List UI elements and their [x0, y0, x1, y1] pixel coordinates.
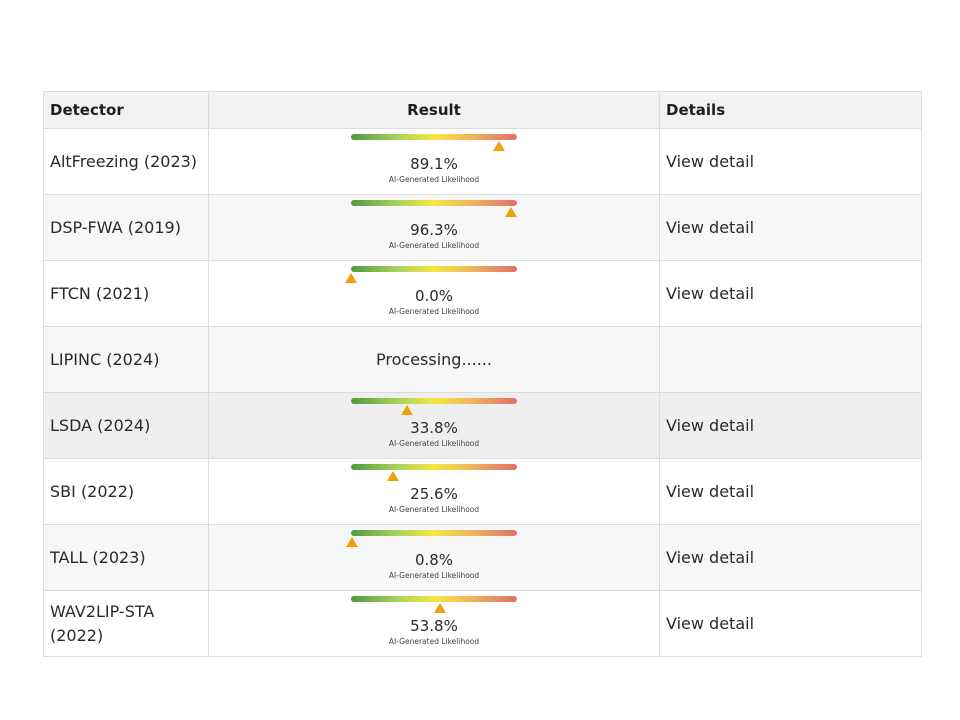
- detector-name: LSDA (2024): [50, 415, 151, 435]
- likelihood-marker-icon: [504, 206, 517, 217]
- detector-name-cell: LSDA (2024): [43, 392, 209, 459]
- likelihood-percent: 53.8%: [410, 616, 458, 635]
- likelihood-caption: AI-Generated Likelihood: [388, 438, 480, 448]
- likelihood-meter: 33.8% AI-Generated Likelihood: [351, 395, 517, 457]
- likelihood-marker-icon: [434, 602, 447, 613]
- likelihood-gradient-bar: [351, 595, 517, 602]
- result-cell: 53.8% AI-Generated Likelihood: [208, 590, 660, 657]
- likelihood-gradient-bar: [351, 397, 517, 404]
- view-detail-link[interactable]: View detail: [659, 260, 922, 327]
- likelihood-gradient-bar: [351, 529, 517, 536]
- result-cell: 25.6% AI-Generated Likelihood: [208, 458, 660, 525]
- details-cell-empty: [659, 326, 922, 393]
- detector-name-cell: LIPINC (2024): [43, 326, 209, 393]
- likelihood-meter: 96.3% AI-Generated Likelihood: [351, 197, 517, 259]
- result-cell: Processing......: [208, 326, 660, 393]
- result-cell: 96.3% AI-Generated Likelihood: [208, 194, 660, 261]
- details-column-header: Details: [659, 91, 922, 129]
- detector-name-cell: SBI (2022): [43, 458, 209, 525]
- table-row: TALL (2023) 0.8% AI-Generated Likelihood…: [43, 524, 922, 591]
- detector-name-line1: WAV2LIP-STA: [50, 601, 155, 621]
- likelihood-caption: AI-Generated Likelihood: [388, 570, 480, 580]
- likelihood-caption: AI-Generated Likelihood: [388, 174, 480, 184]
- likelihood-percent: 0.0%: [414, 286, 454, 305]
- likelihood-gradient-bar: [351, 133, 517, 140]
- likelihood-gradient-bar: [351, 265, 517, 272]
- table-row: LIPINC (2024) Processing......: [43, 326, 922, 393]
- result-cell: 89.1% AI-Generated Likelihood: [208, 128, 660, 195]
- detector-name-line2: (2022): [50, 625, 104, 645]
- result-cell: 0.8% AI-Generated Likelihood: [208, 524, 660, 591]
- likelihood-caption: AI-Generated Likelihood: [388, 636, 480, 646]
- detector-name-cell: TALL (2023): [43, 524, 209, 591]
- likelihood-percent: 89.1%: [410, 154, 458, 173]
- likelihood-percent: 25.6%: [410, 484, 458, 503]
- view-detail-link[interactable]: View detail: [659, 128, 922, 195]
- likelihood-caption: AI-Generated Likelihood: [388, 504, 480, 514]
- likelihood-marker-icon: [387, 470, 400, 481]
- view-detail-link[interactable]: View detail: [659, 392, 922, 459]
- detector-name: DSP-FWA (2019): [50, 217, 181, 237]
- detector-name: SBI (2022): [50, 481, 135, 501]
- results-table-container: Detector Result Details AltFreezing (202…: [43, 91, 922, 657]
- likelihood-caption: AI-Generated Likelihood: [388, 240, 480, 250]
- view-detail-link[interactable]: View detail: [659, 194, 922, 261]
- detector-name: LIPINC (2024): [50, 349, 160, 369]
- likelihood-meter: 25.6% AI-Generated Likelihood: [351, 461, 517, 523]
- result-cell: 0.0% AI-Generated Likelihood: [208, 260, 660, 327]
- detector-column-header: Detector: [43, 91, 209, 129]
- likelihood-meter: 0.8% AI-Generated Likelihood: [346, 527, 517, 589]
- likelihood-gradient-bar: [351, 463, 517, 470]
- likelihood-meter: 89.1% AI-Generated Likelihood: [351, 131, 517, 193]
- detector-name: AltFreezing (2023): [50, 151, 198, 171]
- table-header: Detector Result Details: [43, 91, 922, 129]
- detector-name-cell: AltFreezing (2023): [43, 128, 209, 195]
- table-row: LSDA (2024) 33.8% AI-Generated Likelihoo…: [43, 392, 922, 459]
- likelihood-percent: 0.8%: [414, 550, 454, 569]
- likelihood-gradient-bar: [351, 199, 517, 206]
- detector-name-cell: DSP-FWA (2019): [43, 194, 209, 261]
- table-row: DSP-FWA (2019) 96.3% AI-Generated Likeli…: [43, 194, 922, 261]
- table-row: SBI (2022) 25.6% AI-Generated Likelihood…: [43, 458, 922, 525]
- detector-name-cell: FTCN (2021): [43, 260, 209, 327]
- likelihood-marker-icon: [345, 272, 357, 283]
- table-row: WAV2LIP-STA (2022) 53.8% AI-Generated Li…: [43, 590, 922, 657]
- detector-name-cell: WAV2LIP-STA (2022): [43, 590, 209, 657]
- detector-name: FTCN (2021): [50, 283, 150, 303]
- table-row: AltFreezing (2023) 89.1% AI-Generated Li…: [43, 128, 922, 195]
- detector-name: TALL (2023): [50, 547, 146, 567]
- processing-status: Processing......: [376, 350, 492, 369]
- likelihood-percent: 96.3%: [410, 220, 458, 239]
- likelihood-meter: 0.0% AI-Generated Likelihood: [345, 263, 517, 325]
- view-detail-link[interactable]: View detail: [659, 524, 922, 591]
- likelihood-meter: 53.8% AI-Generated Likelihood: [351, 593, 517, 655]
- likelihood-marker-icon: [492, 140, 505, 151]
- likelihood-percent: 33.8%: [410, 418, 458, 437]
- result-cell: 33.8% AI-Generated Likelihood: [208, 392, 660, 459]
- result-column-header: Result: [208, 91, 660, 129]
- detector-results-table: Detector Result Details AltFreezing (202…: [43, 91, 922, 657]
- view-detail-link[interactable]: View detail: [659, 458, 922, 525]
- likelihood-marker-icon: [346, 536, 359, 547]
- table-row: FTCN (2021) 0.0% AI-Generated Likelihood…: [43, 260, 922, 327]
- likelihood-caption: AI-Generated Likelihood: [388, 306, 480, 316]
- view-detail-link[interactable]: View detail: [659, 590, 922, 657]
- likelihood-marker-icon: [401, 404, 414, 415]
